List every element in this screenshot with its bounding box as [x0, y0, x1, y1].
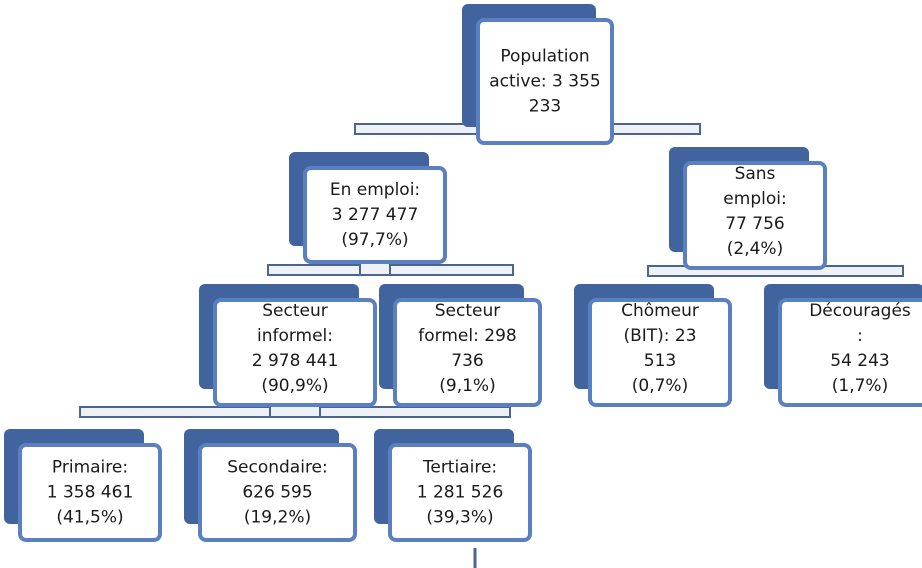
node: Chômeur (BIT): 23 513 (0,7%) [574, 284, 732, 407]
node-label: (2,4%) [727, 239, 783, 259]
node-label: (97,7%) [341, 230, 408, 250]
node-label: (39,3%) [426, 508, 493, 528]
node-label: Tertiaire: [422, 458, 497, 478]
node-box [588, 298, 732, 407]
node-label: Découragés [809, 301, 911, 321]
node-label: 1 358 461 [47, 483, 134, 503]
node: Découragés: 54 243 (1,7%) [764, 284, 922, 407]
node-box [778, 298, 922, 407]
node-label: : [857, 326, 863, 346]
node-box [683, 161, 827, 270]
node-label: 54 243 [830, 351, 889, 371]
node-label: 513 [644, 351, 676, 371]
node: Secteur formel: 298 736 (9,1%) [379, 284, 542, 407]
node-label: (0,7%) [632, 376, 688, 396]
node-box [393, 298, 542, 407]
node: Tertiaire: 1 281 526 (39,3%) [374, 429, 532, 542]
node-label: 626 595 [242, 483, 312, 503]
node-box [388, 443, 532, 542]
node-label: 77 756 [725, 214, 784, 234]
node-label: 2 978 441 [252, 351, 339, 371]
node: Secondaire: 626 595 (19,2%) [184, 429, 357, 542]
node-label: formel: 298 [418, 326, 516, 346]
node-label: Secteur [435, 301, 501, 321]
node-label: Secteur [262, 301, 328, 321]
node-label: En emploi: [330, 180, 420, 200]
node-label: emploi: [723, 189, 786, 209]
node-label: active: 3 355 [489, 72, 600, 92]
node-label: Sans [735, 164, 776, 184]
node: En emploi: 3 277 477 (97,7%) [289, 152, 447, 264]
node-label: (BIT): 23 [623, 326, 696, 346]
node-box [213, 298, 377, 407]
node: Population active: 3 355 233 [462, 4, 614, 145]
node-label: 3 277 477 [332, 205, 419, 225]
node-label: (19,2%) [244, 508, 311, 528]
node-label: Chômeur [621, 301, 699, 321]
node: Sans emploi: 77 756 (2,4%) [669, 147, 827, 270]
node-label: 736 [451, 351, 483, 371]
node-label: (1,7%) [832, 376, 888, 396]
node-box [476, 18, 614, 145]
node-label: 233 [529, 97, 561, 117]
node-label: (9,1%) [439, 376, 495, 396]
node-box [303, 166, 447, 264]
node-label: (90,9%) [261, 376, 328, 396]
node-label: informel: [257, 326, 333, 346]
node: Primaire: 1 358 461 (41,5%) [4, 429, 162, 542]
node-label: Secondaire: [227, 458, 328, 478]
node-box [198, 443, 357, 542]
node-box [18, 443, 162, 542]
node-label: Primaire: [52, 458, 128, 478]
node-label: 1 281 526 [417, 483, 504, 503]
node-label: (41,5%) [56, 508, 123, 528]
node-label: Population [500, 47, 589, 67]
node: Secteur informel: 2 978 441 (90,9%) [199, 284, 377, 407]
